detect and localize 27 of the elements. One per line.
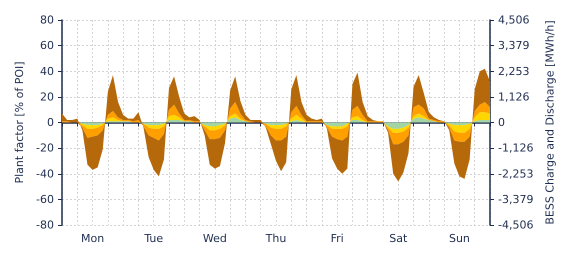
x-tick-label: Fri: [330, 232, 344, 245]
x-tick-label: Mon: [80, 232, 104, 245]
y-tick-label: 80: [40, 14, 54, 26]
y-axis-title: Plant factor [% of POI]: [13, 61, 26, 184]
y2-tick-label: -1,126: [498, 142, 534, 155]
x-tick-label: Thu: [264, 232, 286, 245]
y-tick-label: 0: [47, 116, 54, 129]
y-tick-label: -40: [36, 167, 54, 180]
x-tick-label: Wed: [202, 232, 227, 245]
y2-tick-label: 0: [498, 116, 505, 129]
y-tick-label: 40: [40, 64, 54, 78]
y-tick-label: -20: [36, 142, 54, 155]
y2-axis-title: BESS Charge and Discharge [MWh/h]: [543, 20, 556, 225]
x-tick-label: Tue: [143, 232, 164, 245]
y-tick-label: 20: [40, 90, 54, 104]
y2-tick-label: -4,506: [498, 218, 534, 232]
x-tick-label: Sun: [448, 232, 470, 245]
y2-tick-label: 3,379: [498, 39, 530, 52]
y2-tick-label: -3,379: [498, 192, 534, 206]
y2-tick-label: -2,253: [498, 167, 534, 180]
y-tick-label: 60: [40, 39, 54, 52]
x-tick-label: Sat: [389, 232, 408, 245]
y-tick-label: -60: [36, 192, 54, 206]
y2-tick-label: 2,253: [498, 64, 530, 78]
y2-tick-label: 1,126: [498, 90, 530, 104]
y-tick-label: -80: [36, 218, 54, 232]
y2-tick-label: 4,506: [498, 14, 530, 26]
